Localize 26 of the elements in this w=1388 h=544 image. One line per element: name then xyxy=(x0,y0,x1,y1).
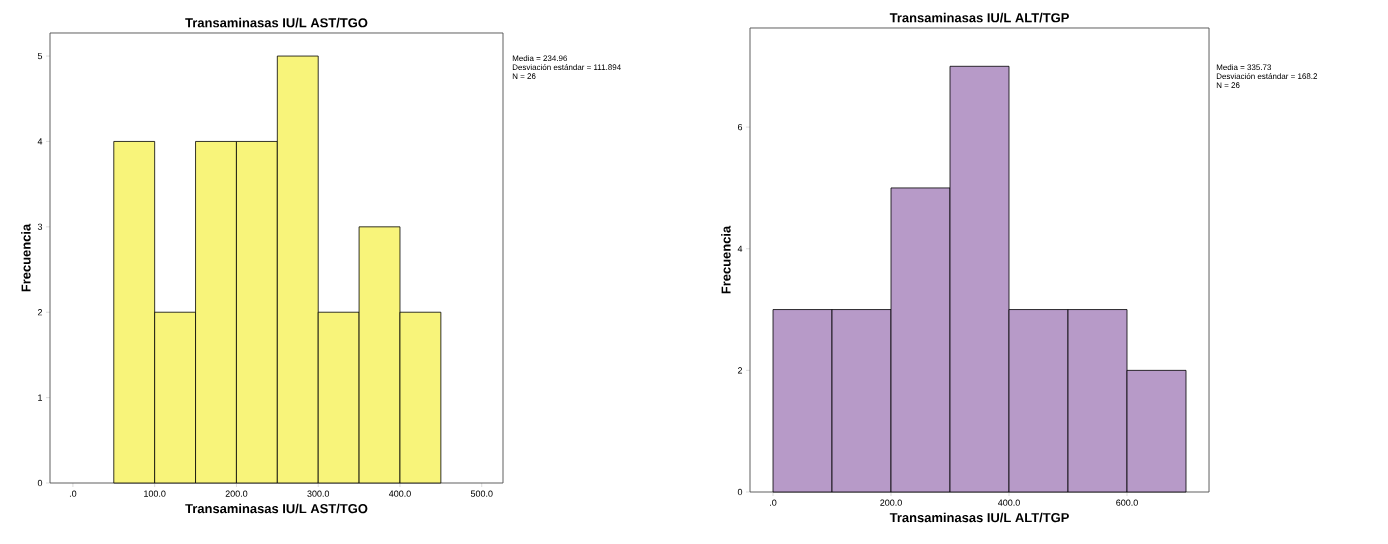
chart-title: Transaminasas IU/L ALT/TGP xyxy=(889,12,1069,23)
x-tick-label: .0 xyxy=(69,490,77,497)
y-tick-label: 4 xyxy=(737,245,743,252)
x-tick-label: 500.0 xyxy=(470,490,493,497)
x-tick-label: 300.0 xyxy=(307,490,330,497)
x-tick-label: .0 xyxy=(770,499,777,506)
y-tick-label: 1 xyxy=(38,394,43,401)
y-tick-label: 5 xyxy=(37,52,43,60)
x-tick-label: 400.0 xyxy=(388,490,411,497)
y-tick-label: 2 xyxy=(37,309,43,316)
y-tick-label: 6 xyxy=(737,123,743,131)
x-tick-label: 200.0 xyxy=(225,490,248,497)
y-tick-label: 2 xyxy=(737,367,743,374)
y-tick-label: 0 xyxy=(737,488,743,496)
x-axis-title: Transaminasas IU/L ALT/TGP xyxy=(889,512,1069,523)
chart-title: Transaminasas IU/L AST/TGO xyxy=(185,17,368,28)
x-tick-label: 100.0 xyxy=(144,490,166,497)
y-axis-title: Frecuencia xyxy=(721,225,731,294)
y-tick-label: 3 xyxy=(37,223,43,231)
x-tick-label: 200.0 xyxy=(880,499,902,506)
y-tick-label: 4 xyxy=(37,138,43,145)
y-axis-title: Frecuencia xyxy=(21,223,31,292)
x-tick-label: 600.0 xyxy=(1116,499,1138,506)
x-tick-label: 400.0 xyxy=(998,499,1020,506)
y-tick-label: 0 xyxy=(37,479,43,487)
x-axis-title: Transaminasas IU/L AST/TGO xyxy=(185,503,368,514)
